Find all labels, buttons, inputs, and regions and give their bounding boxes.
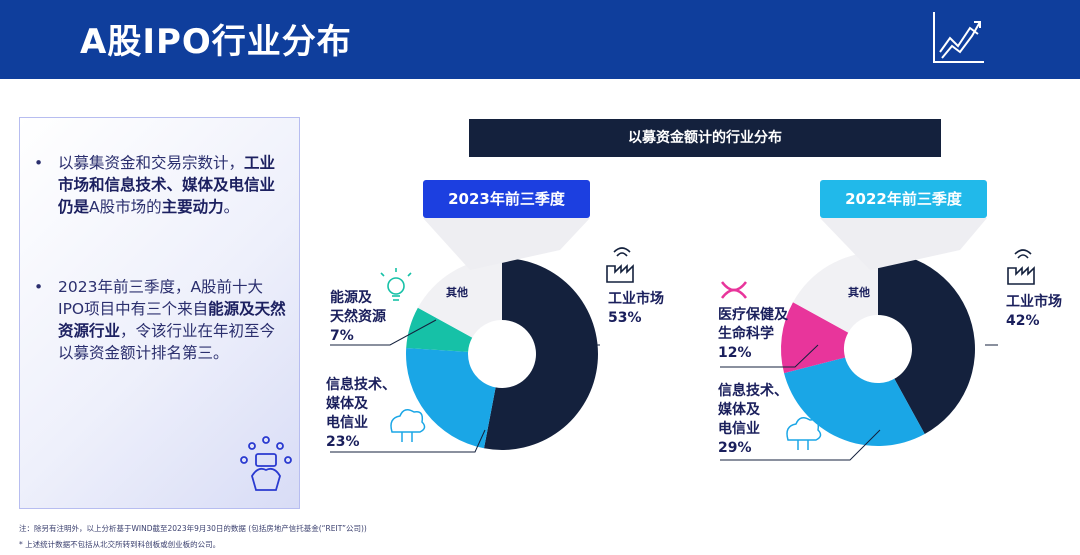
donut-slice <box>878 252 975 435</box>
donut-slice <box>792 251 878 333</box>
lightbulb-icon <box>380 268 412 301</box>
cloud-network-icon <box>786 417 822 450</box>
page-title: A股IPO行业分布 <box>80 22 352 62</box>
bullet-dot: • <box>34 278 44 296</box>
donut-slice <box>484 258 598 451</box>
footnote-2: * 上述统计数据不包括从北交所转到科创板或创业板的公司。 <box>19 540 221 549</box>
growth-chart-icon <box>933 12 984 63</box>
label-other-2022: 其他 <box>848 286 870 299</box>
year-badge-2022: 2022年前三季度 <box>820 180 987 218</box>
factory-icon <box>606 247 634 283</box>
summary-panel: • 以募集资金和交易宗数计，工业市场和信息技术、媒体及电信业仍是A股市场的主要动… <box>19 117 300 509</box>
header-bar: A股IPO行业分布 <box>0 0 1080 79</box>
label-energy-2023: 能源及 天然资源 7% <box>330 290 386 344</box>
leader-line <box>330 319 437 346</box>
cloud-network-icon <box>390 409 426 442</box>
label-tmt-2022: 信息技术、 媒体及 电信业 29% <box>718 383 788 456</box>
leader-line <box>720 429 881 461</box>
label-industrial-2023: 工业市场 53% <box>608 291 664 326</box>
bullet-dot: • <box>34 154 44 172</box>
section-title: 以募资金额计的行业分布 <box>469 119 941 157</box>
donut-slice <box>406 347 496 449</box>
footnote-1: 注：除另有注明外，以上分析基于WIND截至2023年9月30日的数据 (包括房地… <box>19 524 367 533</box>
donut-slice <box>784 357 925 446</box>
donut-chart-1 <box>781 251 975 446</box>
label-tmt-2023: 信息技术、 媒体及 电信业 23% <box>326 377 396 450</box>
leader-line <box>330 429 486 453</box>
donut-slice <box>417 258 502 338</box>
badge-shadow <box>423 218 590 270</box>
donut-slice <box>781 302 849 374</box>
factory-icon <box>1007 249 1035 285</box>
dna-icon <box>721 281 747 299</box>
year-badge-2023: 2023年前三季度 <box>423 180 590 218</box>
donut-chart-0 <box>406 258 598 451</box>
label-health-2022: 医疗保健及 生命科学 12% <box>718 307 788 361</box>
leader-line <box>720 344 819 368</box>
badge-shadow <box>820 218 987 270</box>
label-other-2023: 其他 <box>446 286 468 299</box>
label-industrial-2022: 工业市场 42% <box>1006 294 1062 329</box>
hand-network-icon <box>240 436 292 491</box>
donut-slice <box>406 307 473 352</box>
